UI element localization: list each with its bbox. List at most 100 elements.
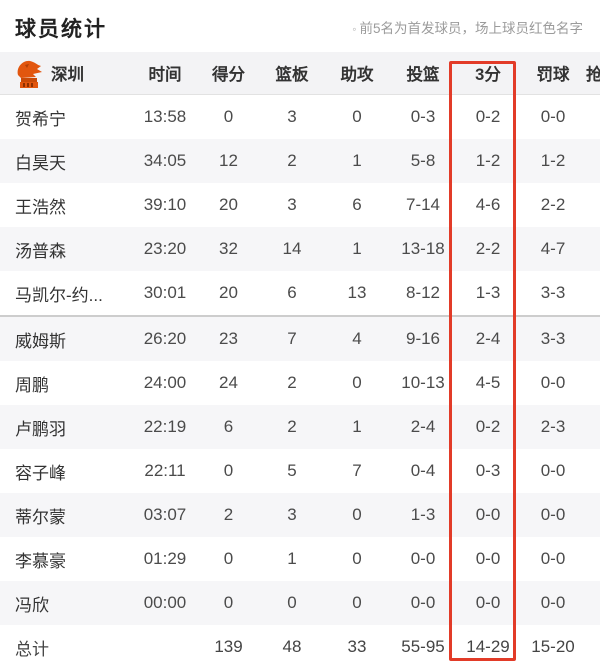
stat-field-goals: 8-12 (405, 283, 441, 302)
stat-field-goals: 0-3 (410, 107, 436, 126)
stat-rebounds: 1 (287, 549, 297, 568)
stat-free-throws: 3-3 (540, 283, 566, 302)
stat-free-throws: 0-0 (540, 373, 566, 392)
player-name: 马凯尔-约... (15, 285, 103, 305)
total-points: 139 (214, 637, 243, 656)
table-row[interactable]: 白昊天 34:05 12 2 1 5-8 1-2 1-2 (0, 139, 600, 183)
table-row[interactable]: 汤普森 23:20 32 14 1 13-18 2-2 4-7 (0, 227, 600, 271)
stat-three-pointers: 1-2 (475, 151, 501, 170)
stat-time: 22:11 (144, 461, 186, 480)
stat-field-goals: 13-18 (401, 239, 445, 258)
stat-three-pointers: 4-5 (475, 373, 501, 392)
stat-points: 0 (223, 107, 234, 126)
stat-rebounds: 6 (287, 283, 297, 302)
stat-assists: 0 (352, 505, 362, 524)
page-title: 球员统计 (15, 18, 107, 41)
table-row[interactable]: 威姆斯 26:20 23 7 4 9-16 2-4 3-3 (0, 315, 600, 361)
table-row[interactable]: 蒂尔蒙 03:07 2 3 0 1-3 0-0 0-0 (0, 493, 600, 537)
stat-free-throws: 0-0 (540, 505, 566, 524)
stat-rebounds: 2 (287, 151, 297, 170)
stat-assists: 4 (352, 329, 362, 348)
stat-three-pointers: 0-0 (475, 505, 501, 524)
player-name: 冯欣 (15, 595, 49, 615)
stat-assists: 1 (352, 239, 362, 258)
legend-note: ◦ 前5名为首发球员，场上球员红色名字 (352, 17, 583, 37)
stat-time: 13:58 (143, 107, 187, 126)
stat-assists: 0 (352, 593, 362, 612)
stat-rebounds: 2 (287, 417, 297, 436)
stat-assists: 0 (352, 373, 362, 392)
stat-points: 23 (219, 329, 238, 348)
col-assists: 助攻 (340, 66, 374, 84)
player-name: 威姆斯 (15, 331, 66, 351)
table-row[interactable]: 周鹏 24:00 24 2 0 10-13 4-5 0-0 (0, 361, 600, 405)
table-row[interactable]: 容子峰 22:11 0 5 7 0-4 0-3 0-0 (0, 449, 600, 493)
stat-points: 0 (223, 593, 234, 612)
table-row[interactable]: 贺希宁 13:58 0 3 0 0-3 0-2 0-0 (0, 95, 600, 139)
stat-rebounds: 5 (287, 461, 297, 480)
player-stats-table: 深圳 时间 得分 篮板 助攻 投篮 3分 罚球 抢断 贺希宁 13:58 0 3… (0, 52, 600, 669)
stat-rebounds: 3 (287, 195, 297, 214)
player-name: 白昊天 (15, 153, 66, 173)
table-row[interactable]: 王浩然 39:10 20 3 6 7-14 4-6 2-2 (0, 183, 600, 227)
stat-points: 0 (223, 461, 234, 480)
total-label: 总计 (15, 639, 49, 659)
header-bar: 球员统计 ◦ 前5名为首发球员，场上球员红色名字 (0, 0, 600, 52)
stat-points: 6 (223, 417, 234, 436)
table-row[interactable]: 马凯尔-约... 30:01 20 6 13 8-12 1-3 3-3 (0, 271, 600, 315)
stat-free-throws: 4-7 (540, 239, 566, 258)
stat-field-goals: 10-13 (401, 373, 445, 392)
total-three-pointers: 14-29 (466, 637, 510, 656)
stat-points: 0 (223, 549, 234, 568)
stat-points: 20 (219, 195, 238, 214)
table-row[interactable]: 李慕豪 01:29 0 1 0 0-0 0-0 0-0 (0, 537, 600, 581)
stat-time: 01:29 (143, 549, 187, 568)
col-field-goals: 投篮 (406, 66, 440, 84)
total-free-throws: 15-20 (531, 637, 575, 656)
player-name: 蒂尔蒙 (15, 507, 66, 527)
stat-time: 23:20 (143, 239, 187, 258)
stat-free-throws: 0-0 (540, 107, 566, 126)
col-time: 时间 (148, 66, 182, 84)
stat-time: 30:01 (143, 283, 187, 302)
stat-assists: 0 (352, 107, 362, 126)
stat-field-goals: 0-0 (410, 549, 436, 568)
table-row[interactable]: 冯欣 00:00 0 0 0 0-0 0-0 0-0 (0, 581, 600, 625)
stat-free-throws: 0-0 (540, 549, 566, 568)
stat-three-pointers: 4-6 (475, 195, 501, 214)
stat-time: 00:00 (143, 593, 187, 612)
stat-three-pointers: 2-4 (475, 329, 501, 348)
stat-assists: 6 (352, 195, 362, 214)
total-field-goals: 55-95 (401, 637, 445, 656)
stat-rebounds: 7 (287, 329, 297, 348)
player-name: 容子峰 (15, 463, 66, 483)
player-name: 周鹏 (15, 375, 49, 395)
player-name: 贺希宁 (15, 109, 66, 129)
stat-field-goals: 7-14 (405, 195, 441, 214)
team-name: 深圳 (51, 66, 84, 84)
stat-time: 34:05 (143, 151, 187, 170)
stat-points: 32 (219, 239, 238, 258)
total-assists: 33 (347, 637, 367, 656)
player-name: 王浩然 (15, 197, 66, 217)
col-steals-partial: 抢断 (586, 66, 600, 84)
stat-rebounds: 3 (287, 107, 297, 126)
team-logo-icon (15, 57, 43, 89)
stat-assists: 1 (352, 151, 362, 170)
stat-three-pointers: 0-2 (475, 107, 501, 126)
stat-points: 24 (219, 373, 238, 392)
stat-field-goals: 9-16 (405, 329, 441, 348)
stat-free-throws: 2-3 (540, 417, 566, 436)
stat-three-pointers: 0-3 (475, 461, 501, 480)
stat-time: 03:07 (143, 505, 187, 524)
stat-rebounds: 14 (282, 239, 302, 258)
stat-three-pointers: 2-2 (475, 239, 501, 258)
col-free-throws: 罚球 (536, 66, 570, 84)
note-bullet-icon: ◦ (352, 22, 357, 36)
note-text: 前5名为首发球员，场上球员红色名字 (359, 21, 583, 36)
stat-three-pointers: 0-0 (475, 549, 501, 568)
team-header-cell: 深圳 (0, 57, 133, 89)
table-row[interactable]: 卢鹏羽 22:19 6 2 1 2-4 0-2 2-3 (0, 405, 600, 449)
stat-time: 24:00 (143, 373, 187, 392)
stat-three-pointers: 0-0 (475, 593, 501, 612)
